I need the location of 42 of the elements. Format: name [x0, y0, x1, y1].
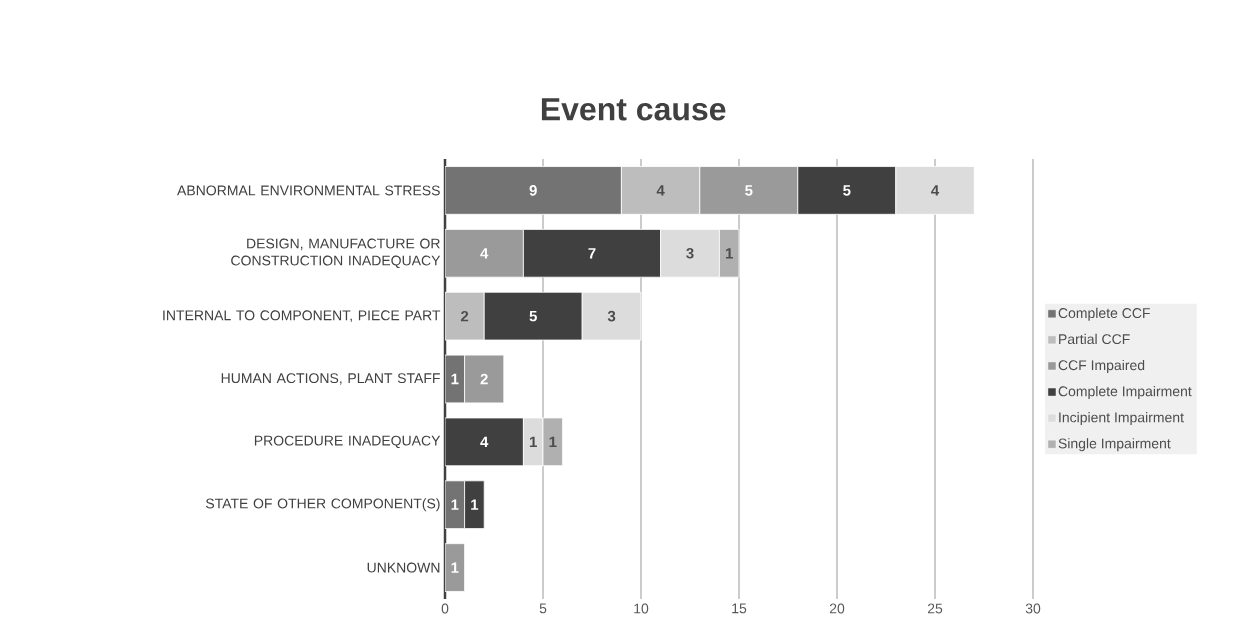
y-tick-label: STATE OF OTHER COMPONENT(S): [205, 498, 440, 512]
x-tick-label: 5: [539, 603, 547, 614]
data-label: 4: [931, 185, 940, 196]
legend-label: Single Impairment: [1058, 438, 1171, 452]
data-label: 1: [451, 562, 459, 573]
data-label: 1: [471, 499, 479, 510]
data-label: 4: [480, 436, 489, 448]
data-label: 3: [607, 310, 616, 322]
data-label: 5: [843, 185, 851, 196]
y-tick-label: INTERNAL TO COMPONENT, PIECE PART: [163, 310, 441, 322]
data-label: 1: [725, 248, 733, 259]
data-label: 7: [588, 248, 596, 259]
data-label: 1: [529, 436, 537, 448]
data-label: 4: [656, 185, 665, 196]
legend-label: Partial CCF: [1059, 333, 1130, 345]
data-label: 5: [745, 185, 753, 196]
y-tick-label: DESIGN, MANUFACTURE OR CONSTRUCTION INADEQUACY: [231, 238, 441, 268]
legend-label: CCF Impaired: [1058, 359, 1145, 373]
x-tick-label: 10: [634, 603, 649, 614]
x-tick-label: 0: [441, 603, 449, 614]
data-label: 2: [480, 373, 488, 385]
legend-label: Complete Impairment: [1058, 385, 1192, 400]
data-label: 2: [460, 310, 469, 322]
data-label: 1: [451, 373, 459, 385]
y-tick-label: HUMAN ACTIONS, PLANT STAFF: [221, 373, 440, 385]
data-label: 4: [480, 248, 489, 259]
x-tick-label: 30: [1025, 603, 1041, 614]
x-tick-label: 15: [732, 603, 747, 614]
y-tick-label: ABNORMAL ENVIRONMENTAL STRESS: [177, 185, 440, 196]
x-tick-label: 20: [829, 603, 845, 614]
y-tick-label: UNKNOWN: [367, 562, 440, 573]
data-label: 5: [529, 310, 537, 322]
data-label: 3: [686, 247, 694, 259]
x-tick-label: 25: [927, 603, 943, 614]
data-label: 1: [549, 436, 557, 448]
legend-label: Complete CCF: [1058, 307, 1150, 321]
chart-title: Event cause: [541, 98, 726, 121]
data-label: 1: [451, 499, 459, 510]
legend-label: Incipient Impairment: [1059, 412, 1184, 426]
y-tick-label: PROCEDURE INADEQUACY: [254, 435, 441, 449]
data-label: 9: [529, 185, 537, 196]
bar: [445, 543, 466, 592]
